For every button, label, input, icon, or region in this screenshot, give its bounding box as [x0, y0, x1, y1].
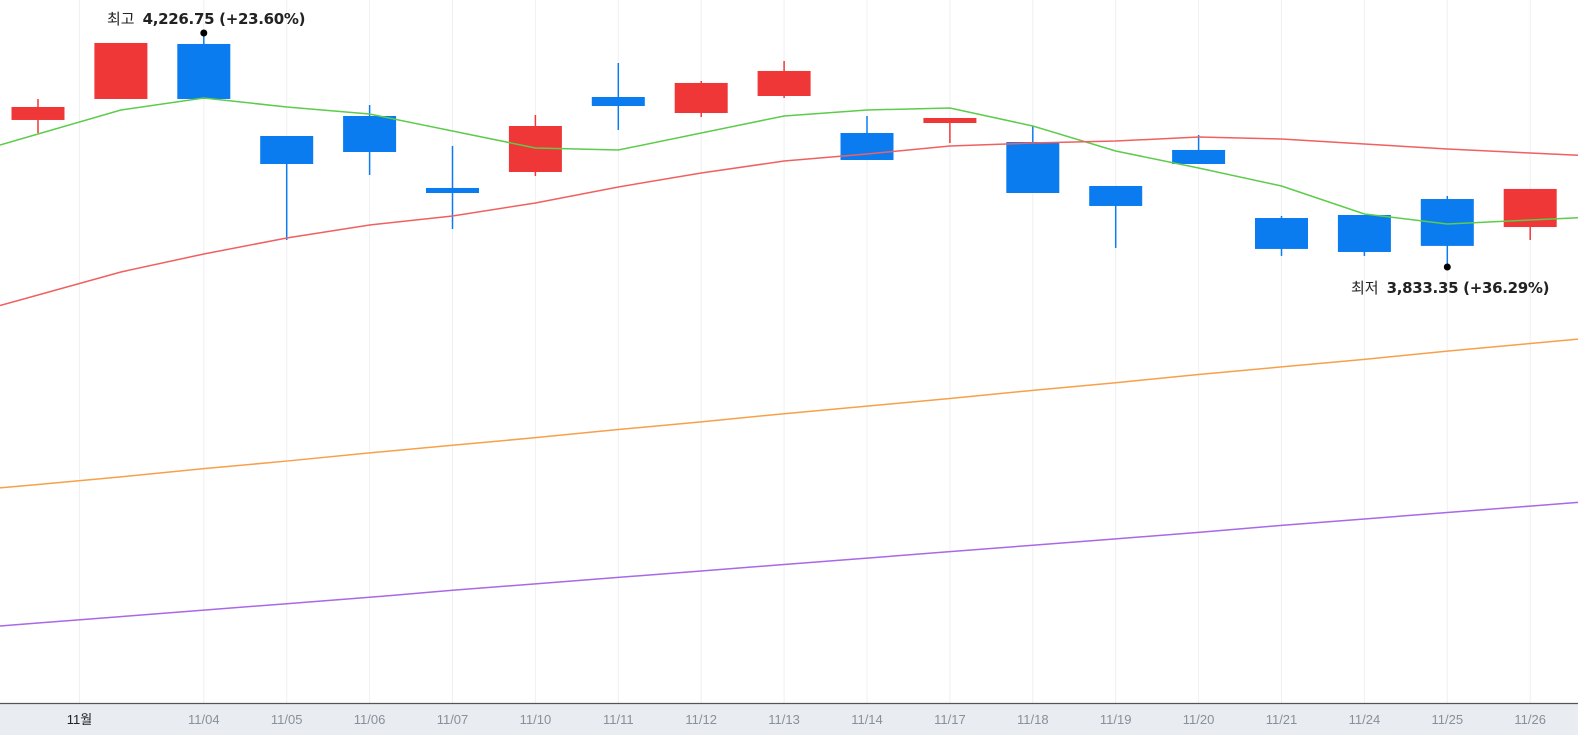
- candle: [94, 42, 148, 99]
- x-axis-band: [0, 703, 1578, 735]
- x-tick-label: 11/06: [354, 712, 386, 727]
- candle: [426, 145, 479, 230]
- candle: [923, 117, 977, 144]
- candle: [1503, 188, 1557, 241]
- candle-body: [1089, 185, 1143, 206]
- candle: [1172, 134, 1226, 164]
- candle-body: [94, 42, 148, 99]
- high-annotation: 최고 4,226.75 (+23.60%): [107, 8, 306, 29]
- candle-body: [591, 96, 645, 106]
- x-tick-label: 11월: [67, 712, 92, 727]
- candle: [508, 115, 562, 176]
- ma5-line: [0, 97, 1578, 225]
- low-marker: [1443, 263, 1451, 271]
- candle-body: [674, 82, 728, 114]
- candle-body: [923, 117, 977, 124]
- low-value: 3,833.35 (+36.29%): [1386, 279, 1550, 297]
- x-tick-label: 11/20: [1183, 712, 1215, 727]
- low-annotation: 최저 3,833.35 (+36.29%): [1351, 277, 1550, 298]
- x-tick-label: 11/24: [1349, 712, 1381, 727]
- candle: [591, 62, 645, 130]
- candle-body: [1006, 142, 1060, 193]
- candle: [1255, 215, 1308, 256]
- candle: [757, 60, 811, 98]
- candle: [343, 105, 397, 175]
- x-tick-label: 11/13: [768, 712, 800, 727]
- candle-body: [177, 43, 231, 99]
- ma60-line: [0, 338, 1578, 489]
- x-tick-label: 11/12: [685, 712, 717, 727]
- x-tick-label: 11/17: [934, 712, 966, 727]
- x-tick-label: 11/10: [520, 712, 552, 727]
- high-label: 최고: [107, 10, 135, 28]
- candle: [1337, 214, 1391, 256]
- candle: [177, 34, 231, 99]
- candle: [11, 98, 65, 134]
- candle-body: [1255, 218, 1308, 249]
- x-tick-label: 11/14: [851, 712, 883, 727]
- x-tick-label: 11/19: [1100, 712, 1132, 727]
- candle: [1420, 195, 1474, 265]
- candle-body: [11, 106, 65, 120]
- x-tick-label: 11/05: [271, 712, 303, 727]
- candle: [1006, 125, 1060, 193]
- x-tick-label: 11/26: [1514, 712, 1546, 727]
- x-tick-label: 11/11: [603, 712, 634, 727]
- x-tick-label: 11/07: [437, 712, 469, 727]
- ma120-line: [0, 501, 1578, 627]
- candle-body: [1172, 149, 1226, 164]
- x-tick-label: 11/21: [1266, 712, 1298, 727]
- candle-body: [426, 187, 479, 193]
- candle: [674, 80, 728, 117]
- candle-body: [1337, 214, 1391, 252]
- high-value: 4,226.75 (+23.60%): [142, 10, 306, 28]
- x-tick-label: 11/25: [1432, 712, 1464, 727]
- x-tick-label: 11/18: [1017, 712, 1049, 727]
- ma20-line: [0, 136, 1578, 307]
- candle-body: [260, 135, 314, 164]
- low-label: 최저: [1351, 279, 1379, 297]
- high-marker: [200, 29, 208, 37]
- candle: [1089, 185, 1143, 248]
- x-tick-label: 11/04: [188, 712, 220, 727]
- candle-body: [343, 115, 397, 153]
- candle: [260, 135, 314, 241]
- candle-body: [757, 70, 811, 97]
